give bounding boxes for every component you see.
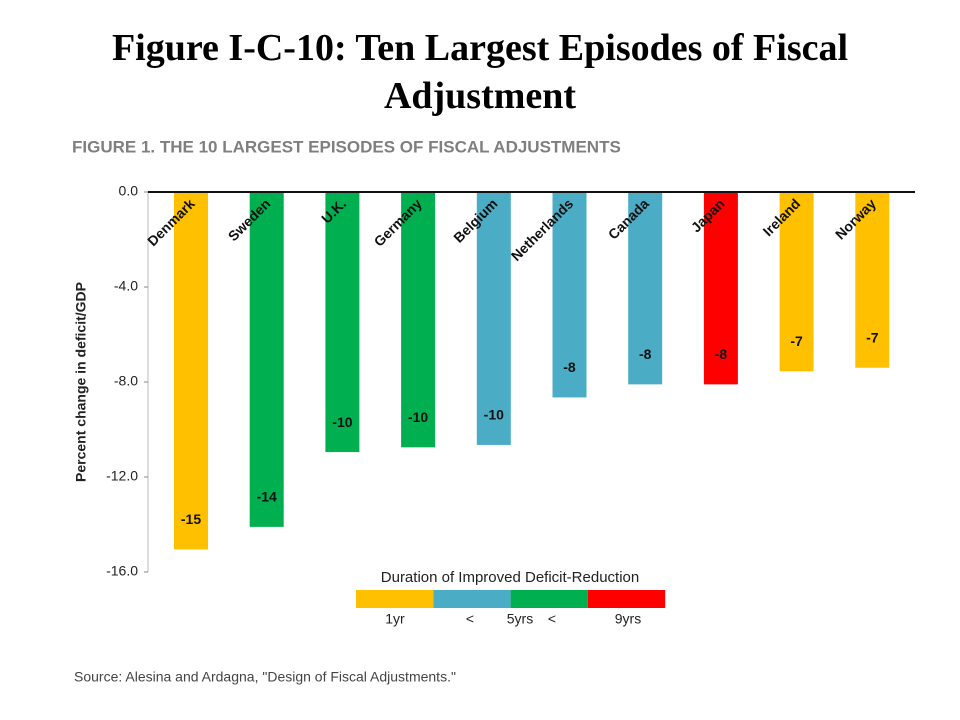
legend-swatch — [510, 590, 588, 608]
legend-label: 9yrs — [615, 611, 641, 627]
value-label: -8 — [563, 359, 576, 375]
bar — [855, 192, 890, 368]
value-label: -14 — [257, 489, 277, 505]
bar — [552, 192, 587, 398]
bar — [628, 192, 663, 385]
legend-label: < — [466, 611, 474, 627]
y-axis-label: Percent change in deficit/GDP — [73, 282, 89, 482]
legend-label: < — [548, 611, 556, 627]
bar — [174, 192, 208, 550]
value-label: -8 — [715, 346, 728, 362]
y-tick-label: 0.0 — [119, 183, 139, 199]
legend-swatch — [356, 590, 434, 608]
chart-subtitle: FIGURE 1. THE 10 LARGEST EPISODES OF FIS… — [72, 137, 621, 156]
y-tick-label: -8.0 — [114, 373, 138, 389]
value-label: -10 — [332, 414, 352, 430]
value-label: -7 — [866, 329, 879, 345]
legend-swatch — [433, 590, 511, 608]
y-tick-label: -4.0 — [114, 278, 138, 294]
legend-title: Duration of Improved Deficit-Reduction — [381, 569, 639, 586]
value-label: -15 — [181, 511, 201, 527]
bar — [476, 192, 511, 445]
y-tick-label: -16.0 — [106, 563, 138, 579]
y-tick-label: -12.0 — [106, 468, 138, 484]
value-label: -10 — [408, 409, 428, 425]
bar — [249, 192, 284, 527]
value-label: -7 — [790, 333, 803, 349]
value-label: -10 — [484, 407, 504, 423]
value-label: -8 — [639, 346, 652, 362]
slide-title: Figure I-C-10: Ten Largest Episodes of F… — [111, 27, 849, 117]
bar — [703, 192, 738, 385]
legend-label: 5yrs — [507, 611, 533, 627]
legend-swatch — [587, 590, 666, 608]
bar — [325, 192, 360, 453]
source: Source: Alesina and Ardagna, "Design of … — [74, 669, 456, 685]
bar — [779, 192, 814, 372]
legend-label: 1yr — [385, 611, 405, 627]
bar — [401, 192, 436, 448]
